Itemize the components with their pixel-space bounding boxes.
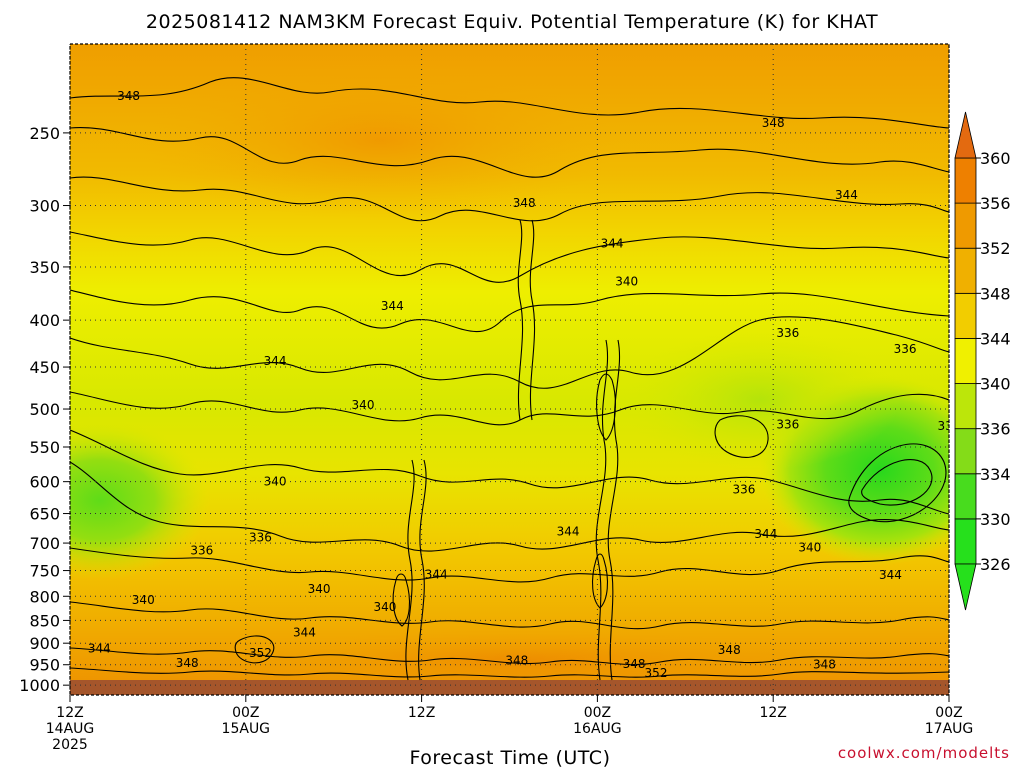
contour-label: 336 <box>894 342 917 356</box>
x-tick-label: 14AUG <box>46 721 95 737</box>
x-tick-label: 12Z <box>56 705 83 721</box>
colorbar-segment <box>954 157 977 204</box>
colorbar: 326 330 334 336 340 344 348 352 356 360 <box>954 111 1011 611</box>
colorbar-label: 326 <box>980 555 1011 574</box>
colorbar-label: 340 <box>980 375 1011 394</box>
contour-label: 340 <box>132 593 155 607</box>
x-axis-label: Forecast Time (UTC) <box>410 747 611 768</box>
contour-label: 344 <box>879 568 902 582</box>
colorbar-label: 360 <box>980 149 1011 168</box>
y-tick-label: 250 <box>29 124 60 143</box>
credit-text: coolwx.com/modelts <box>838 744 1010 762</box>
contour-label: 352 <box>249 646 272 660</box>
y-tick-label: 950 <box>29 656 60 675</box>
y-tick-label: 650 <box>29 505 60 524</box>
contour-label: 344 <box>293 625 316 639</box>
y-tick-label: 600 <box>29 473 60 492</box>
x-tick-label: 00Z <box>935 705 962 721</box>
contour-label: 348 <box>762 116 785 130</box>
contour-label: 344 <box>835 188 858 202</box>
colorbar-label: 334 <box>980 465 1011 484</box>
colorbar-label: 344 <box>980 329 1011 348</box>
contour-label: 344 <box>557 525 580 539</box>
contour-label: 348 <box>718 643 741 657</box>
y-tick-label: 1000 <box>19 676 60 695</box>
y-tick-label: 550 <box>29 438 60 457</box>
contour-label: 352 <box>645 666 668 680</box>
y-tick-label: 400 <box>29 311 60 330</box>
contour-label: 340 <box>798 541 821 555</box>
contour-label: 336 <box>249 530 272 544</box>
y-axis: 250 300 350 400 450 500 550 600 650 700 750 800 850 9… <box>19 124 70 695</box>
grid <box>69 44 950 695</box>
colorbar-segment <box>954 338 977 384</box>
green-region-left <box>70 420 210 580</box>
colorbar-segment <box>954 383 977 430</box>
contour-label: 344 <box>88 641 111 655</box>
colorbar-segment <box>954 428 977 475</box>
upper-orange-region <box>140 60 620 220</box>
contour-label: 344 <box>601 236 624 250</box>
lower-orange-region <box>190 625 850 695</box>
x-tick-label: 00Z <box>584 705 611 721</box>
contour-label: 340 <box>374 600 397 614</box>
colorbar-segment <box>954 202 977 249</box>
contour-label: 344 <box>381 299 404 313</box>
contour-lines <box>70 77 949 681</box>
contour-label: 344 <box>754 527 777 541</box>
contour-label: 332 <box>938 419 961 433</box>
colorbar-label: 330 <box>980 510 1011 529</box>
surface-ground <box>70 680 949 695</box>
contour-label: 336 <box>732 483 755 497</box>
colorbar-segment <box>954 473 977 520</box>
y-tick-label: 350 <box>29 258 60 277</box>
contour-label: 340 <box>615 274 638 288</box>
contour-label: 348 <box>513 196 536 210</box>
colorbar-min-arrow <box>954 563 977 611</box>
contour-label: 336 <box>190 543 213 557</box>
x-tick-label: 12Z <box>759 705 786 721</box>
chart-title: 2025081412 NAM3KM Forecast Equiv. Potent… <box>146 11 878 33</box>
colorbar-segment <box>954 518 977 565</box>
contour-labels: 348 348 344 348 344 340 344 336 336 344 340 336 332 3… <box>88 89 961 680</box>
contour-label: 340 <box>352 398 375 412</box>
contour-label: 348 <box>623 657 646 671</box>
contour-label: 344 <box>264 354 287 368</box>
y-tick-label: 700 <box>29 534 60 553</box>
contour-label: 348 <box>117 89 140 103</box>
y-tick-label: 900 <box>29 634 60 653</box>
x-tick-label: 2025 <box>52 737 88 753</box>
x-tick-label: 17AUG <box>925 721 974 737</box>
colorbar-max-arrow <box>954 111 977 159</box>
colorbar-label: 348 <box>980 284 1011 303</box>
colorbar-label: 352 <box>980 239 1011 258</box>
green-region-mid <box>620 330 900 470</box>
colorbar-segment <box>954 292 977 339</box>
temperature-field: 348 348 344 348 344 340 344 336 336 344 340 336 332 3… <box>70 44 961 695</box>
y-tick-label: 450 <box>29 358 60 377</box>
y-tick-label: 300 <box>29 197 60 216</box>
x-tick-label: 12Z <box>408 705 435 721</box>
colorbar-label: 336 <box>980 420 1011 439</box>
x-tick-label: 00Z <box>232 705 259 721</box>
contour-label: 348 <box>813 658 836 672</box>
y-tick-label: 850 <box>29 611 60 630</box>
contour-label: 344 <box>425 567 448 581</box>
colorbar-label: 356 <box>980 194 1011 213</box>
colorbar-segment <box>954 247 977 294</box>
contour-label: 348 <box>176 656 199 670</box>
contour-label: 340 <box>308 582 331 596</box>
contour-label: 336 <box>776 326 799 340</box>
x-tick-label: 15AUG <box>222 721 271 737</box>
contour-label: 348 <box>505 654 528 668</box>
y-tick-label: 800 <box>29 587 60 606</box>
y-tick-label: 500 <box>29 400 60 419</box>
contour-label: 336 <box>776 418 799 432</box>
x-tick-label: 16AUG <box>573 721 622 737</box>
y-tick-label: 750 <box>29 562 60 581</box>
